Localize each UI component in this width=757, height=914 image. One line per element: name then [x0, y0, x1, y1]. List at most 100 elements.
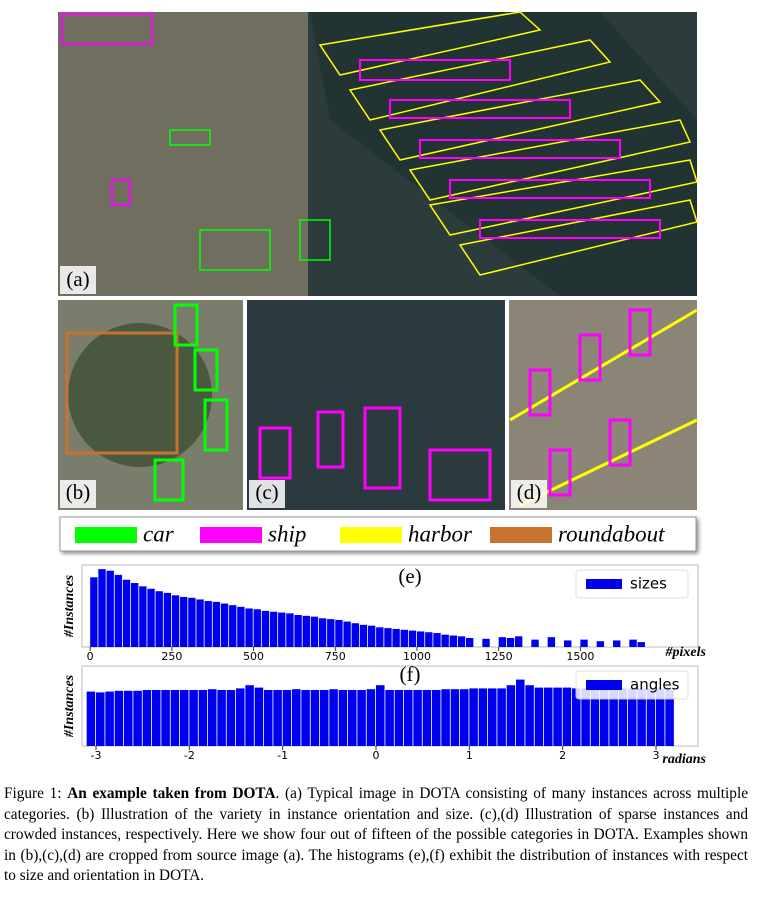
histogram-bar: [450, 689, 460, 746]
histogram-bar: [253, 609, 261, 647]
histogram-bar: [302, 615, 310, 647]
histogram-bar: [98, 569, 106, 647]
histogram-bar: [534, 687, 544, 746]
x-axis-label: #pixels: [665, 645, 707, 660]
panel-labels: (a) (b) (c) (d): [60, 266, 547, 508]
histogram-bar: [96, 692, 105, 746]
histogram-bar: [596, 641, 605, 647]
x-tick-label: 1250: [485, 650, 513, 663]
y-axis-label: #Instances: [62, 674, 77, 738]
legend-swatch: [586, 579, 622, 589]
histogram-bar: [488, 688, 497, 746]
histogram-bar: [198, 690, 208, 746]
histogram-bar: [318, 618, 327, 647]
histogram-bar: [236, 688, 245, 746]
legend-swatch: [340, 527, 402, 543]
histogram-bar: [294, 615, 302, 647]
y-axis-label: #Instances: [62, 574, 77, 638]
histogram-bar: [449, 635, 458, 647]
caption: Figure 1: An example taken from DOTA. (a…: [4, 784, 748, 887]
histogram-bar: [432, 690, 441, 746]
histogram-bar: [637, 642, 645, 647]
histogram-bar: [665, 688, 674, 746]
histogram-bar: [400, 629, 408, 647]
histogram-bar: [301, 690, 310, 746]
histogram-bar: [142, 690, 152, 746]
x-tick-label: 500: [243, 650, 264, 663]
histogram-bar: [408, 630, 417, 647]
histogram-bar: [531, 639, 539, 647]
histogram-bar: [656, 688, 665, 746]
histogram-bar: [245, 685, 254, 746]
x-tick-label: -1: [277, 749, 288, 762]
x-tick-label: -3: [91, 749, 102, 762]
x-tick-label: -2: [184, 749, 195, 762]
histogram-bar: [416, 631, 425, 647]
histogram-bar: [188, 597, 196, 647]
histogram-bar: [422, 690, 432, 746]
legend-swatch: [586, 680, 622, 690]
legend-label: car: [143, 521, 175, 546]
histogram-bar: [180, 690, 189, 746]
histogram-bar: [338, 690, 348, 746]
histogram-bar: [282, 690, 292, 746]
histogram-bar: [124, 690, 133, 746]
histogram-bar: [457, 636, 466, 647]
histogram-bar: [376, 685, 385, 746]
histogram-bar: [152, 690, 161, 746]
histogram-bar: [237, 606, 245, 647]
histogram-bar: [413, 690, 422, 746]
x-tick-label: 2: [559, 749, 566, 762]
histogram-bar: [335, 619, 343, 647]
histogram-bar: [106, 570, 114, 647]
histogram-bar: [618, 688, 628, 746]
histogram-bar: [292, 689, 301, 746]
histogram-bar: [208, 689, 217, 746]
histogram-bar: [131, 583, 139, 647]
histogram-bar: [133, 690, 142, 746]
histogram-bar: [286, 613, 294, 647]
x-tick-label: 1000: [403, 650, 431, 663]
histogram-bar: [404, 690, 413, 746]
histogram-bar: [562, 687, 572, 746]
histogram-bar: [180, 596, 188, 647]
figure-label: Figure 1:: [4, 785, 62, 802]
histogram-bar: [114, 690, 124, 746]
x-tick-label: 1500: [566, 650, 594, 663]
histogram-bar: [204, 601, 212, 647]
histogram-bar: [359, 624, 368, 647]
histogram-bar: [469, 688, 478, 746]
legend-box: [575, 670, 689, 700]
legend-box: [575, 569, 689, 599]
histogram-bar: [155, 591, 163, 647]
legend-swatch: [490, 527, 552, 543]
histogram-bar: [351, 623, 359, 647]
histogram-bar: [506, 685, 516, 746]
legend-swatch: [75, 527, 137, 543]
histogram-bar: [544, 687, 553, 746]
histogram-bar: [161, 690, 170, 746]
histogram-bar: [384, 628, 392, 647]
histogram-bar: [580, 639, 588, 647]
legend-label: ship: [268, 521, 306, 546]
histogram-bar: [376, 627, 384, 647]
histogram-bar: [482, 638, 490, 647]
panel-label: (b): [66, 480, 91, 504]
histogram-bar: [105, 691, 114, 746]
histogram-bar: [189, 690, 198, 746]
histogram-bar: [514, 636, 523, 647]
histogram-bar: [613, 640, 621, 647]
histogram-bar: [163, 592, 172, 647]
histogram-bar: [310, 690, 320, 746]
histogram-bar: [366, 689, 376, 746]
histogram-bar: [226, 690, 236, 746]
histogram-bar: [385, 690, 394, 746]
histogram-bar: [497, 688, 506, 746]
histogram-bar: [310, 616, 319, 647]
histogram-bar: [547, 637, 556, 647]
histogram-bar: [564, 640, 572, 647]
histogram-bar: [441, 634, 449, 647]
histogram-bar: [139, 586, 147, 647]
panel-label: (a): [66, 267, 89, 291]
